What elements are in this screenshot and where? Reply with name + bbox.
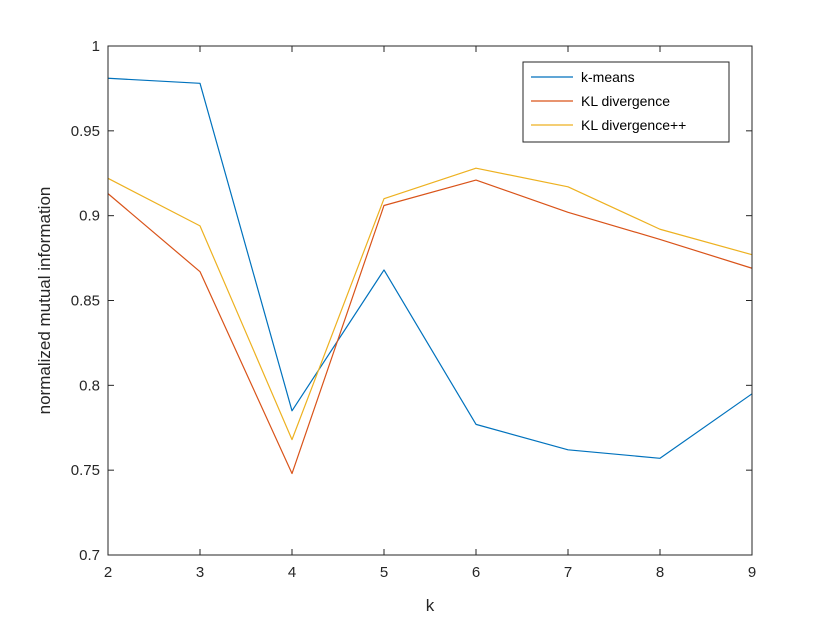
x-tick-label: 7 xyxy=(564,564,572,581)
x-tick-label: 3 xyxy=(196,564,204,581)
legend-box xyxy=(522,61,730,143)
y-tick-label: 0.7 xyxy=(79,547,100,564)
y-axis-title: normalized mutual information xyxy=(35,187,54,415)
axes-layer: 2 3 4 5 6 7 8 9 0.7 0.75 0.8 0.85 0.9 0.95 1 xyxy=(71,38,756,581)
x-tick-label: 9 xyxy=(748,564,756,581)
series-line-2 xyxy=(107,179,753,475)
y-tick-label: 0.75 xyxy=(71,462,100,479)
series-line-3 xyxy=(107,167,753,441)
x-tick-label: 5 xyxy=(380,564,388,581)
y-tick-label: 0.85 xyxy=(71,293,100,310)
x-tick-label: 8 xyxy=(656,564,664,581)
x-axis-title: k xyxy=(426,596,435,615)
series-line-1 xyxy=(107,77,753,459)
series-layer xyxy=(107,77,753,475)
y-tick-label: 0.8 xyxy=(79,377,100,394)
x-tick-label: 2 xyxy=(104,564,112,581)
legend-label-2: KL divergence xyxy=(581,93,670,109)
legend-label-1: k-means xyxy=(581,69,635,85)
y-tick-label: 0.9 xyxy=(79,208,100,225)
y-tick-label: 0.95 xyxy=(71,123,100,140)
legend-label-3: KL divergence++ xyxy=(581,117,686,133)
y-tick-label: 1 xyxy=(92,38,100,55)
x-tick-label: 6 xyxy=(472,564,480,581)
x-tick-label: 4 xyxy=(288,564,296,581)
legend: k-means KL divergence KL divergence++ xyxy=(522,61,730,143)
